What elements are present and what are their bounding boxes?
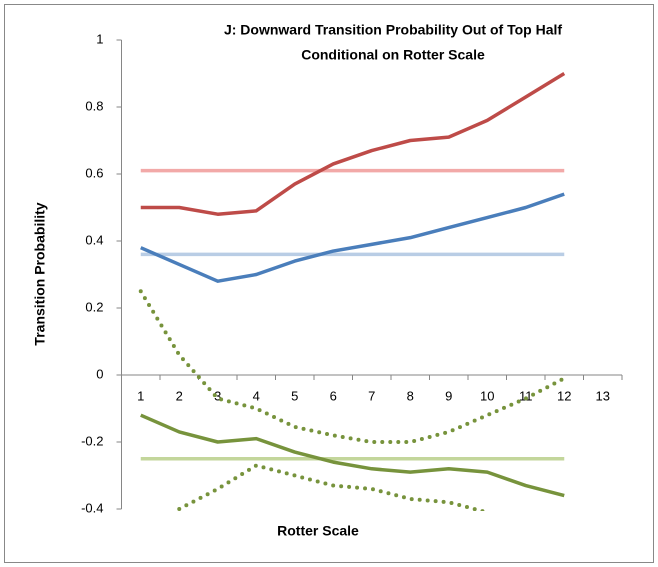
series-line [140, 413, 565, 498]
chart-title: Conditional on Rotter Scale [301, 47, 485, 63]
series-line [138, 289, 567, 444]
x-tick-label: 9 [445, 388, 452, 403]
y-tick-label: -0.2 [81, 433, 103, 448]
x-tick-label: 5 [291, 388, 298, 403]
x-tick-label: 12 [557, 388, 571, 403]
x-tick-label: 8 [407, 388, 414, 403]
x-tick-label: 11 [519, 388, 533, 403]
chart-frame [4, 4, 654, 563]
y-tick-label: -0.4 [81, 500, 103, 515]
chart-title: J: Downward Transition Probability Out o… [224, 22, 562, 38]
x-tick-label: 6 [330, 388, 337, 403]
y-tick-label: 1 [96, 31, 103, 46]
x-axis-label: Rotter Scale [277, 523, 359, 539]
x-tick-label: 3 [214, 388, 221, 403]
y-tick-label: 0.6 [85, 165, 103, 180]
series-line [140, 192, 565, 283]
x-tick-label: 4 [253, 388, 260, 403]
y-tick-label: 0.4 [85, 232, 103, 247]
x-tick-label: 2 [176, 388, 183, 403]
plot-area [138, 72, 567, 511]
x-tick-label: 10 [480, 388, 494, 403]
x-tick-label: 7 [368, 388, 375, 403]
x-tick-label: 13 [596, 388, 610, 403]
y-tick-label: 0 [96, 366, 103, 381]
y-tick-label: 0.8 [85, 98, 103, 113]
y-axis-label: Transition Probability [32, 202, 48, 345]
x-tick-label: 1 [137, 388, 144, 403]
series-line [140, 72, 566, 216]
series-line [177, 463, 489, 511]
y-tick-label: 0.2 [85, 299, 103, 314]
